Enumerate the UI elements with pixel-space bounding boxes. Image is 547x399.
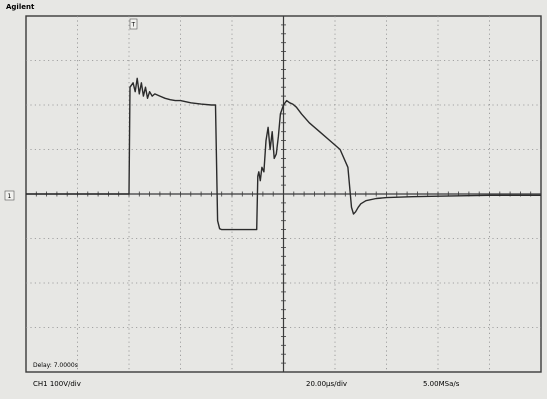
ground-marker-label: 1	[8, 193, 12, 200]
delay-readout: Delay: 7.0000s	[33, 362, 78, 369]
ground-marker: 1	[4, 190, 15, 201]
brand-label: Agilent	[6, 3, 35, 11]
trigger-marker-label: T	[131, 22, 136, 29]
sample-rate-readout: 5.00MSa/s	[423, 380, 460, 388]
trigger-marker: T	[129, 18, 138, 30]
channel-scale-readout: CH1 100V/div	[33, 380, 81, 388]
waveform-trace	[26, 77, 541, 231]
timebase-readout: 20.00µs/div	[306, 380, 347, 388]
